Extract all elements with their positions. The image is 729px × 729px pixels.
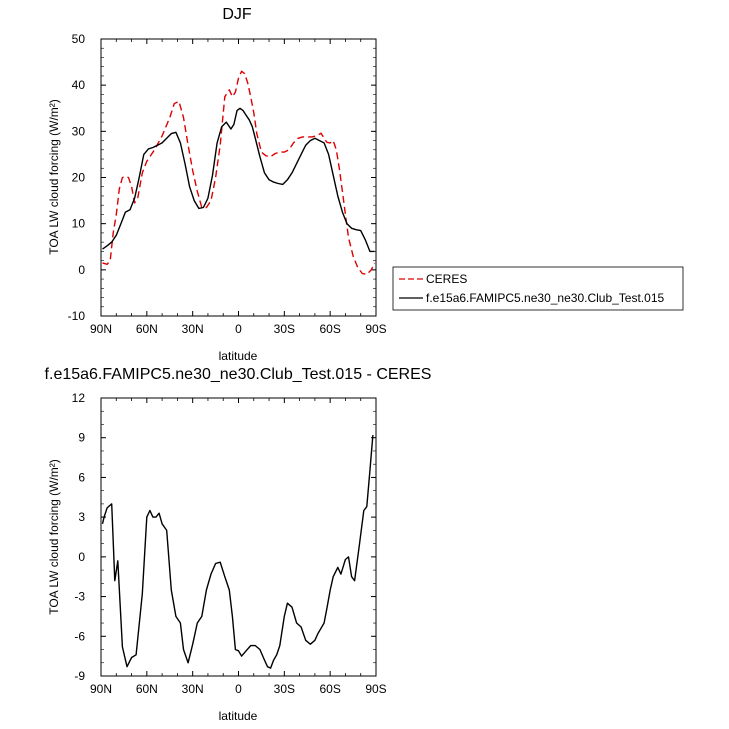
x-tick-label: 30S (274, 322, 295, 336)
y-tick-label: 10 (72, 217, 86, 231)
chart-title: f.e15a6.FAMIPC5.ne30_ne30.Club_Test.015 … (45, 366, 432, 383)
y-tick-label: 3 (78, 510, 85, 524)
x-tick-label: 90S (365, 682, 386, 696)
y-tick-label: 30 (72, 124, 86, 138)
x-tick-label: 0 (235, 682, 242, 696)
y-tick-label: 12 (72, 391, 86, 405)
plot-frame (100, 397, 377, 677)
y-axis-label: TOA LW cloud forcing (W/m²) (47, 99, 61, 255)
x-tick-label: 90N (90, 682, 112, 696)
y-tick-label: -10 (68, 309, 86, 323)
y-axis-label: TOA LW cloud forcing (W/m²) (47, 459, 61, 615)
x-axis-label: latitude (219, 349, 258, 363)
y-tick-label: 40 (72, 78, 86, 92)
x-tick-label: 30N (182, 682, 204, 696)
y-tick-label: -9 (74, 669, 85, 683)
series-line-1 (102, 107, 375, 253)
x-tick-label: 90N (90, 322, 112, 336)
y-tick-label: -3 (74, 590, 85, 604)
legend-label-model: f.e15a6.FAMIPC5.ne30_ne30.Club_Test.015 (426, 291, 664, 305)
y-tick-label: 0 (78, 550, 85, 564)
legend-box (392, 266, 684, 311)
y-tick-label: 9 (78, 431, 85, 445)
y-tick-label: 0 (78, 263, 85, 277)
y-tick-label: 20 (72, 171, 86, 185)
x-tick-label: 60N (136, 682, 158, 696)
x-axis-label: latitude (219, 709, 258, 723)
x-tick-label: 30N (182, 322, 204, 336)
y-tick-label: 50 (72, 32, 86, 46)
y-tick-label: -6 (74, 629, 85, 643)
series-line-0 (101, 435, 374, 669)
x-tick-label: 0 (235, 322, 242, 336)
legend-label-ceres: CERES (426, 272, 467, 286)
legend: CERES f.e15a6.FAMIPC5.ne30_ne30.Club_Tes… (392, 266, 684, 311)
series-line-0 (102, 70, 376, 276)
x-tick-label: 90S (365, 322, 386, 336)
x-tick-label: 60N (136, 322, 158, 336)
chart-bottom: f.e15a6.FAMIPC5.ne30_ne30.Club_Test.015 … (45, 366, 432, 723)
x-tick-label: 60S (319, 322, 340, 336)
x-tick-label: 30S (274, 682, 295, 696)
x-tick-label: 60S (319, 682, 340, 696)
y-tick-label: 6 (78, 470, 85, 484)
chart-title: DJF (222, 6, 252, 23)
chart-top: DJF 90N 60N 30N 0 30S 60S 90S -10 0 10 20 30 40 50 la… (47, 6, 387, 363)
